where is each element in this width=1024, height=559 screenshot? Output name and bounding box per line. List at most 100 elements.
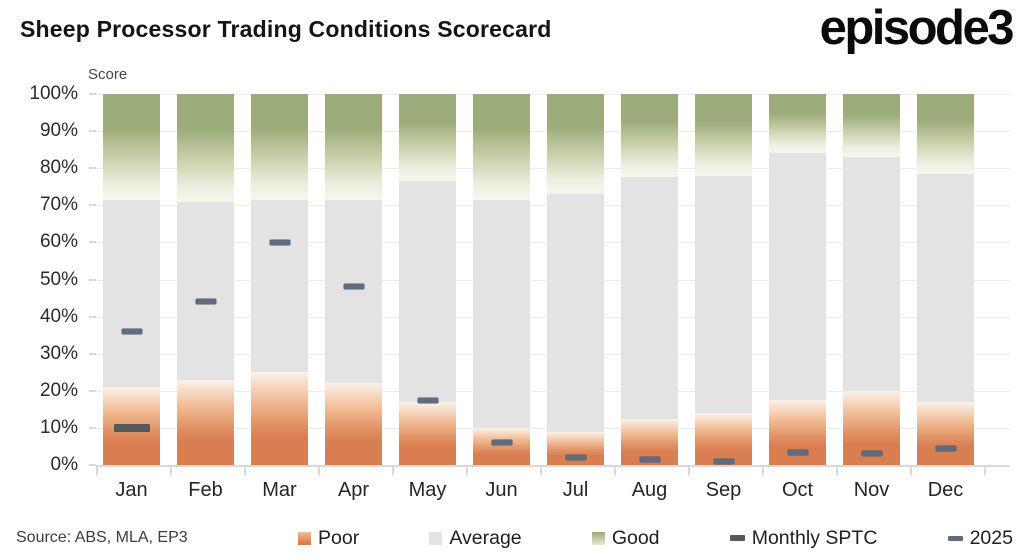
month-label-jun: Jun [485, 479, 518, 501]
x-axis-tick [170, 467, 172, 475]
x-axis-tick [392, 467, 394, 475]
bar-nov [843, 94, 900, 465]
segment-good-oct [769, 94, 826, 154]
month-label-dec: Dec [927, 479, 964, 501]
y-axis-tick [89, 464, 96, 466]
legend: Poor Average Good Monthly SPTC 2025 [298, 526, 1013, 550]
x-axis-tick [762, 467, 764, 475]
y-axis-label-30: 30% [39, 342, 78, 364]
bar-dec [917, 94, 974, 465]
month-label-mar: Mar [262, 479, 297, 501]
segment-poor-dec [917, 401, 974, 465]
month-label-oct: Oct [781, 479, 814, 501]
x-axis-tick [836, 467, 838, 475]
legend-swatch-sptc-icon [729, 535, 745, 541]
bar-may [399, 94, 456, 465]
segment-poor-apr [325, 383, 382, 465]
month-label-apr: Apr [337, 479, 370, 501]
legend-item-poor: Poor [298, 527, 359, 550]
segment-poor-jun [473, 427, 530, 465]
marker-2025-apr [343, 284, 364, 290]
y-axis-label-50: 50% [39, 268, 78, 290]
segment-good-sep [695, 94, 752, 176]
legend-label-good: Good [611, 526, 660, 549]
segment-good-jun [473, 94, 530, 200]
segment-good-mar [251, 94, 308, 200]
segment-average-aug [621, 177, 678, 419]
y-axis-tick [89, 130, 96, 133]
marker-2025-dec [935, 445, 956, 451]
y-axis-tick [89, 167, 96, 170]
month-label-feb: Feb [188, 479, 223, 501]
legend-swatch-y2025-icon [947, 535, 963, 541]
source-text: Source: ABS, MLA, EP3 [16, 529, 188, 546]
y-axis-label-60: 60% [39, 231, 78, 253]
y-axis-label-100: 100% [29, 83, 78, 104]
x-axis-tick [984, 467, 986, 475]
marker-2025-nov [861, 451, 882, 457]
segment-good-aug [621, 94, 678, 178]
marker-2025-jun [491, 440, 512, 446]
y-axis-label-80: 80% [39, 157, 78, 179]
segment-good-dec [917, 94, 974, 174]
y-axis-tick [89, 278, 96, 281]
y-axis-tick [89, 315, 96, 318]
x-axis-tick [688, 467, 690, 475]
segment-average-dec [917, 173, 974, 402]
y-axis-title: Score [88, 66, 128, 83]
bar-jan [103, 94, 160, 465]
marker-2025-oct [787, 449, 808, 455]
legend-swatch-poor-icon [298, 531, 311, 545]
segment-poor-sep [695, 413, 752, 465]
bar-mar [251, 94, 308, 465]
segment-good-jan [103, 94, 160, 200]
segment-average-oct [769, 153, 826, 401]
month-label-nov: Nov [853, 479, 890, 501]
marker-2025-feb [195, 299, 216, 305]
legend-label-y2025: 2025 [969, 526, 1013, 549]
segment-average-sep [695, 175, 752, 414]
legend-swatch-good-icon [591, 531, 605, 545]
legend-item-sptc: Monthly SPTC [729, 526, 878, 550]
month-label-aug: Aug [631, 479, 668, 501]
segment-good-feb [177, 94, 234, 202]
page-title: Sheep Processor Trading Conditions Score… [20, 16, 552, 42]
legend-label-average: Average [449, 526, 522, 549]
bars-layer [96, 94, 1010, 465]
legend-label-poor: Poor [318, 526, 360, 549]
x-axis-tick [540, 467, 542, 475]
y-axis-tick [89, 426, 96, 429]
y-axis-tick [89, 241, 96, 244]
bar-jul [547, 94, 604, 465]
legend-swatch-average-icon [429, 531, 443, 545]
y-axis-tick [89, 93, 96, 95]
bar-aug [621, 94, 678, 465]
y-axis-tick [89, 352, 96, 355]
marker-monthly-sptc-jan [113, 423, 150, 432]
segment-good-apr [325, 94, 382, 200]
plot-area [96, 94, 1010, 467]
month-label-jul: Jul [562, 479, 589, 501]
segment-poor-feb [177, 379, 234, 465]
marker-2025-sep [713, 458, 734, 464]
segment-average-feb [177, 201, 234, 380]
segment-average-apr [325, 199, 382, 384]
legend-item-y2025: 2025 [947, 526, 1013, 550]
legend-item-average: Average [429, 526, 522, 550]
legend-label-sptc: Monthly SPTC [751, 526, 878, 549]
segment-average-nov [843, 157, 900, 391]
segment-average-may [399, 181, 456, 402]
x-axis-tick [96, 467, 98, 475]
x-axis-tick [318, 467, 320, 475]
segment-average-jul [547, 194, 604, 432]
y-axis-label-10: 10% [39, 416, 78, 438]
segment-average-mar [251, 199, 308, 373]
segment-poor-may [399, 401, 456, 465]
x-axis-tick [910, 467, 912, 475]
bar-feb [177, 94, 234, 465]
y-axis-label-40: 40% [39, 305, 78, 327]
marker-2025-jan [121, 328, 142, 334]
y-axis-label-70: 70% [39, 194, 78, 216]
y-axis-label-20: 20% [39, 379, 78, 401]
legend-item-good: Good [591, 526, 660, 550]
